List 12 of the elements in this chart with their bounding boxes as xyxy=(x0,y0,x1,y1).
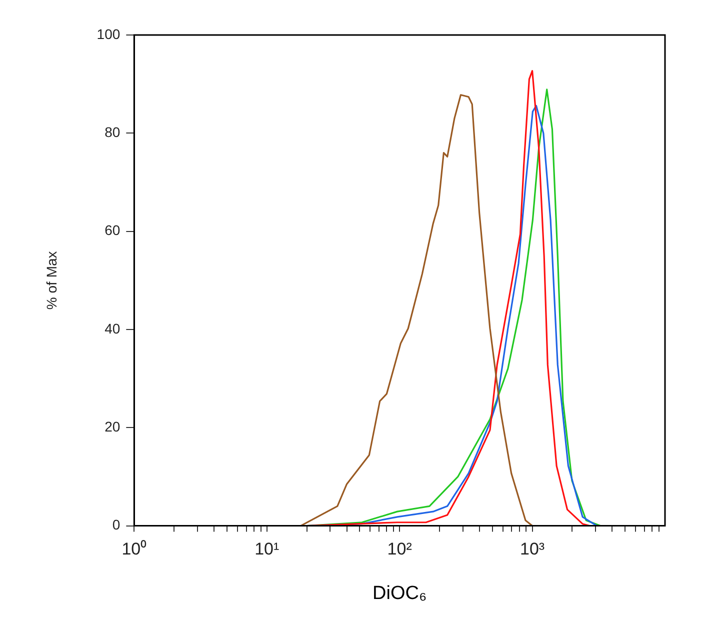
y-tick-label: 0 xyxy=(112,516,120,533)
x-tick-label: 10⁰ xyxy=(122,540,147,559)
y-tick-label: 40 xyxy=(104,320,120,336)
x-tick-label: 10³ xyxy=(520,540,545,559)
x-tick-label: 10¹ xyxy=(254,540,280,559)
y-axis-title: % of Max xyxy=(43,251,60,310)
x-tick-label: 10² xyxy=(387,540,412,559)
x-axis-title: DiOC₆ xyxy=(372,582,427,604)
y-tick-label: 80 xyxy=(104,124,120,140)
y-tick-label: 100 xyxy=(96,26,120,42)
y-tick-label: 20 xyxy=(104,418,120,434)
y-tick-label: 60 xyxy=(104,222,120,238)
